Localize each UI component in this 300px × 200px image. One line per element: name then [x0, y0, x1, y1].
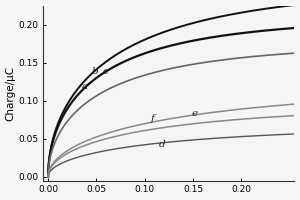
Text: d: d [159, 140, 165, 149]
Text: f: f [151, 114, 154, 123]
Text: b: b [91, 67, 98, 76]
Text: e: e [192, 109, 198, 118]
Text: a: a [82, 82, 88, 91]
Text: c: c [102, 67, 108, 76]
Y-axis label: Charge/μC: Charge/μC [6, 66, 16, 121]
